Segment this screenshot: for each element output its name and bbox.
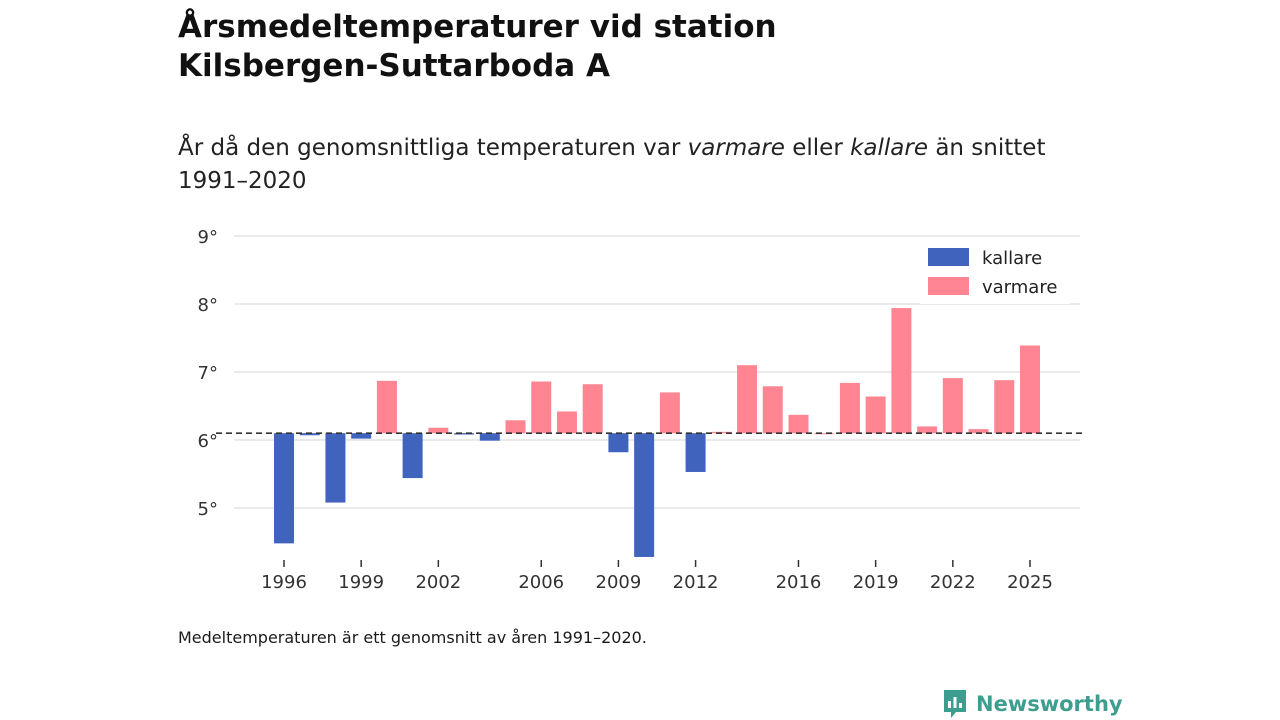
bar-2022[interactable] (942, 378, 963, 434)
bar-2017[interactable] (814, 433, 835, 435)
subtitle-line-2: 1991–2020 (178, 168, 307, 194)
bar-2009[interactable] (608, 433, 629, 453)
bar-2010[interactable] (634, 433, 655, 557)
y-tick-label: 6° (198, 431, 218, 452)
bar-2014[interactable] (737, 365, 758, 434)
newsworthy-icon (944, 690, 966, 718)
x-tick-label: 2012 (673, 572, 719, 593)
subtitle-suffix: än snittet (928, 135, 1046, 161)
y-tick-label: 5° (198, 499, 218, 520)
bar-2002[interactable] (428, 427, 449, 434)
bar-2016[interactable] (788, 414, 809, 434)
x-tick-label: 2009 (596, 572, 642, 593)
bar-2004[interactable] (479, 433, 500, 441)
title-line-2: Kilsbergen-Suttarboda A (178, 48, 611, 84)
subtitle-mid: eller (784, 135, 851, 161)
x-tick-label: 2022 (930, 572, 976, 593)
x-tick-label: 2025 (1007, 572, 1053, 593)
title-line-1: Årsmedeltemperaturer vid station (178, 9, 777, 45)
bar-2020[interactable] (891, 308, 912, 434)
chart-subtitle: År då den genomsnittliga temperaturen va… (178, 132, 1058, 198)
bar-2000[interactable] (376, 380, 397, 434)
bar-2007[interactable] (556, 411, 577, 434)
bar-1999[interactable] (351, 433, 372, 439)
x-tick-label: 2016 (776, 572, 822, 593)
y-tick-label: 7° (198, 363, 218, 384)
bar-2012[interactable] (685, 433, 706, 472)
legend-label-varmare[interactable]: varmare (982, 277, 1057, 298)
bar-2024[interactable] (994, 380, 1015, 434)
bar-2023[interactable] (968, 429, 989, 434)
y-tick-label: 8° (198, 295, 218, 316)
subtitle-warm-word: varmare (687, 135, 785, 161)
x-tick-label: 1996 (261, 572, 307, 593)
bar-2006[interactable] (531, 381, 552, 434)
chart-title: Årsmedeltemperaturer vid station Kilsber… (178, 8, 1078, 86)
bar-2001[interactable] (402, 433, 423, 479)
newsworthy-logo[interactable]: Newsworthy (942, 688, 1123, 720)
bar-1996[interactable] (274, 433, 294, 544)
bar-2015[interactable] (762, 386, 783, 434)
bar-1998[interactable] (325, 433, 346, 503)
brand-name: Newsworthy (976, 692, 1123, 716)
bar-2019[interactable] (865, 396, 886, 434)
footnote: Medeltemperaturen är ett genomsnitt av å… (178, 628, 647, 647)
bar-2008[interactable] (582, 384, 603, 434)
legend-swatch-varmare (928, 277, 969, 295)
x-tick-label: 2002 (415, 572, 461, 593)
x-tick-label: 2019 (853, 572, 899, 593)
legend-label-kallare[interactable]: kallare (982, 248, 1042, 269)
y-tick-label: 9° (198, 227, 218, 248)
subtitle-cold-word: kallare (850, 135, 929, 161)
bar-2011[interactable] (659, 392, 680, 434)
subtitle-prefix: År då den genomsnittliga temperaturen va… (178, 135, 688, 161)
x-tick-label: 2006 (518, 572, 564, 593)
bar-2018[interactable] (839, 382, 860, 434)
bar-2005[interactable] (505, 420, 526, 434)
bar-2021[interactable] (917, 426, 938, 434)
legend-swatch-kallare (928, 248, 969, 266)
bar-1997[interactable] (299, 433, 320, 436)
bar-2003[interactable] (454, 433, 475, 435)
x-tick-label: 1999 (338, 572, 384, 593)
bar-2025[interactable] (1020, 345, 1040, 434)
